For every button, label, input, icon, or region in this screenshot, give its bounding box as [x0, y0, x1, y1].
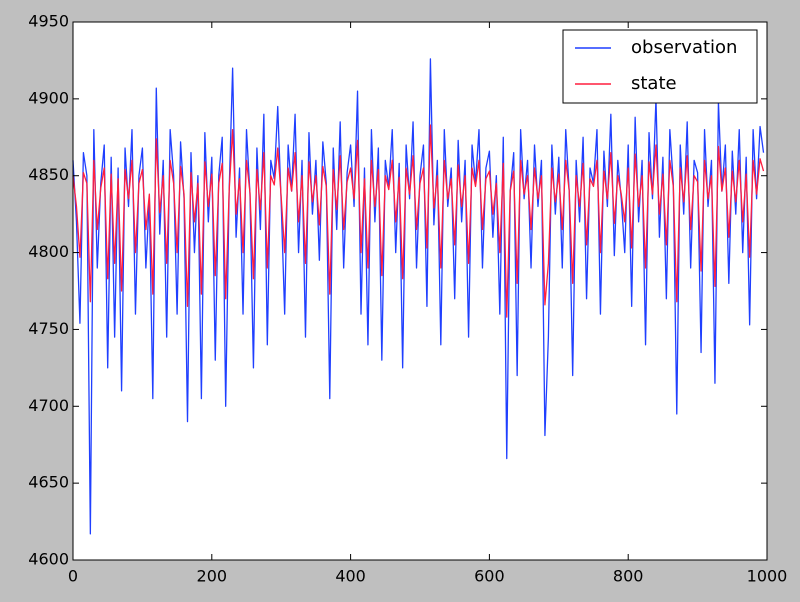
legend-label: observation	[631, 37, 737, 58]
y-tick-label: 4950	[28, 12, 69, 31]
data-line	[72, 124, 765, 318]
x-tick-label: 0	[68, 567, 78, 586]
x-tick-label: 800	[613, 567, 644, 586]
y-tick-label: 4850	[28, 165, 69, 184]
legend-label: state	[631, 73, 677, 94]
y-tick-label: 4600	[28, 550, 69, 569]
y-tick-label: 4650	[28, 473, 69, 492]
y-tick-label: 4750	[28, 319, 69, 338]
legend-box	[562, 29, 758, 104]
y-tick-label: 4800	[28, 242, 69, 261]
y-tick-label: 4900	[28, 88, 69, 107]
x-tick-label: 400	[335, 567, 366, 586]
plot-frame	[72, 21, 768, 561]
x-tick-label: 600	[474, 567, 505, 586]
y-tick-label: 4700	[28, 396, 69, 415]
x-tick-label: 1000	[747, 567, 788, 586]
x-tick-label: 200	[197, 567, 228, 586]
